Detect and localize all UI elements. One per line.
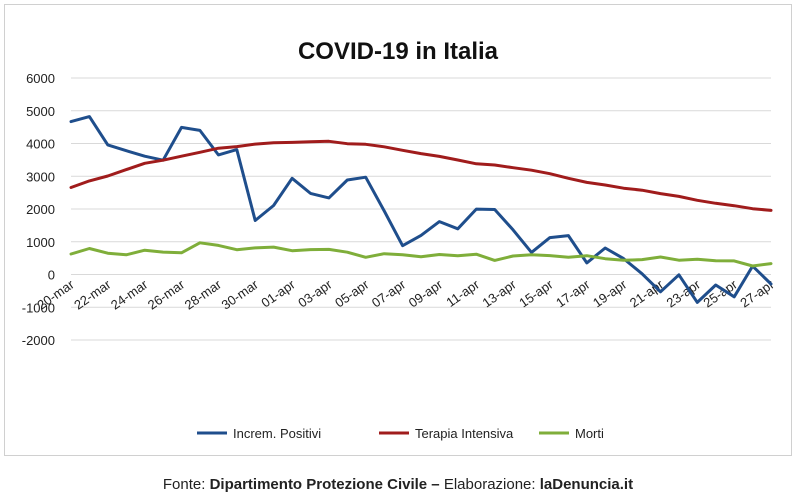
x-tick-label: 05-apr [332, 276, 372, 310]
x-tick-label: 03-apr [295, 276, 335, 310]
series-line-morti [69, 241, 773, 268]
series-line-increm-positivi [69, 115, 773, 304]
y-tick-label: -2000 [22, 333, 55, 348]
x-tick-label: 19-apr [590, 276, 630, 310]
line-chart: COVID-19 in Italia -2000 -1000 0 1000 2000 30… [22, 38, 778, 441]
series-line-terapia-intensiva [69, 139, 773, 212]
chart-frame: COVID-19 in Italia -2000 -1000 0 1000 2000 30… [4, 4, 792, 456]
x-tick-label: 07-apr [369, 276, 409, 310]
legend-label: Morti [575, 426, 604, 441]
y-tick-label: 2000 [26, 202, 55, 217]
x-tick-label: 09-apr [406, 276, 446, 310]
x-tick-label: 11-apr [443, 276, 482, 310]
y-axis-ticks: -2000 -1000 0 1000 2000 3000 4000 5000 6000 [22, 71, 55, 348]
x-tick-label: 21-apr [627, 276, 667, 310]
x-tick-label: 20-mar [34, 276, 77, 312]
gridlines [71, 77, 771, 341]
source-name: Dipartimento Protezione Civile [209, 476, 428, 493]
publisher-name: laDenuncia.it [539, 476, 634, 493]
x-tick-label: 13-apr [479, 276, 519, 310]
y-tick-label: 4000 [26, 137, 55, 152]
y-tick-label: -1000 [22, 300, 55, 315]
y-tick-label: 5000 [26, 104, 55, 119]
legend-label: Terapia Intensiva [415, 426, 514, 441]
y-tick-label: 3000 [26, 169, 55, 184]
series-lines [69, 115, 773, 304]
x-tick-label: 15-apr [516, 276, 556, 310]
y-tick-label: 6000 [26, 71, 55, 86]
source-credit: Fonte: Dipartimento Protezione Civile – … [0, 476, 796, 493]
legend-label: Increm. Positivi [233, 426, 321, 441]
elaboration-label: Elaborazione: [443, 476, 540, 493]
x-tick-label: 01-apr [258, 276, 298, 310]
y-tick-label: 0 [48, 268, 55, 283]
source-prefix: Fonte: [162, 476, 210, 493]
y-tick-label: 1000 [26, 235, 55, 250]
chart-title: COVID-19 in Italia [298, 38, 499, 65]
x-tick-label: 17-apr [553, 276, 593, 310]
source-dash: – [427, 476, 444, 493]
legend: Increm. Positivi Terapia Intensiva Morti [197, 426, 604, 441]
